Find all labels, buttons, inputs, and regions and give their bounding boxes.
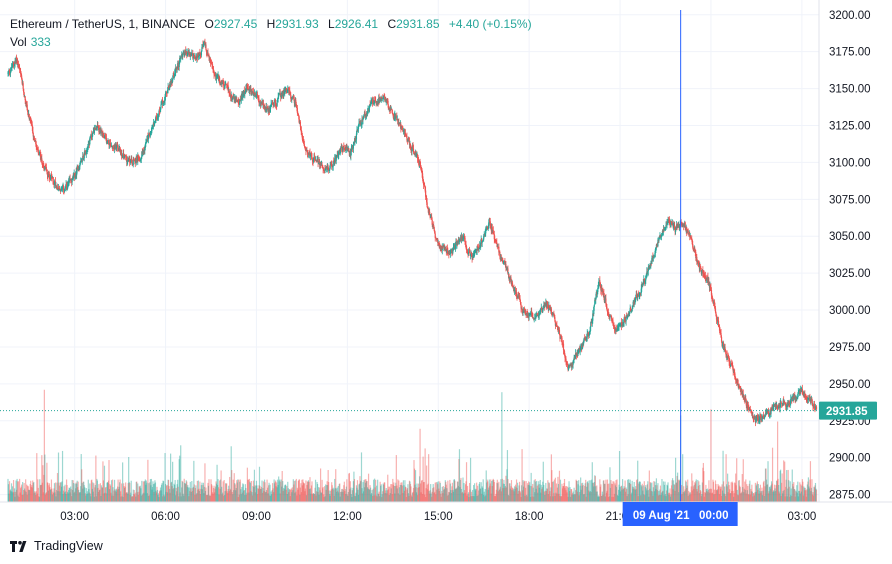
candle-body bbox=[82, 158, 83, 162]
price-tick-label: 3200.00 bbox=[829, 10, 871, 22]
candle-body bbox=[304, 144, 305, 146]
candle-body bbox=[23, 83, 24, 88]
candle-body bbox=[330, 165, 331, 168]
candle-body bbox=[250, 89, 251, 90]
candle-body bbox=[551, 308, 552, 312]
candle-body bbox=[632, 306, 633, 309]
candle-body bbox=[172, 79, 173, 82]
candle-body bbox=[311, 157, 312, 160]
volume-bar bbox=[816, 490, 817, 502]
candle-body bbox=[464, 238, 465, 242]
brand-name: TradingView bbox=[34, 539, 103, 553]
high-label: H bbox=[267, 17, 276, 31]
candle-body bbox=[559, 330, 560, 335]
candle-body bbox=[429, 212, 430, 215]
candle-body bbox=[392, 110, 393, 113]
time-tick-label: 03:00 bbox=[60, 511, 89, 523]
price-tick-label: 3075.00 bbox=[829, 194, 871, 206]
low-value: 2926.41 bbox=[335, 17, 378, 31]
price-tick-label: 3175.00 bbox=[829, 47, 871, 59]
crosshair-time-label: 09 Aug '21 00:00 bbox=[623, 502, 738, 526]
open-value: 2927.45 bbox=[214, 17, 257, 31]
candle-body bbox=[632, 309, 633, 311]
candle-body bbox=[702, 270, 703, 273]
tradingview-icon bbox=[10, 541, 29, 552]
candle-body bbox=[201, 51, 202, 55]
price-tick-label: 3050.00 bbox=[829, 231, 871, 243]
last-price-tag: 2931.85 bbox=[819, 402, 877, 420]
price-tick-label: 3100.00 bbox=[829, 157, 871, 169]
price-axis[interactable]: 3200.00 3175.00 3150.00 3125.00 3100.00 3075.… bbox=[829, 10, 871, 502]
candle-body bbox=[599, 280, 600, 282]
time-tick-label: 12:00 bbox=[333, 511, 362, 523]
time-tick-label: 06:00 bbox=[151, 511, 180, 523]
price-tick-label: 3025.00 bbox=[829, 268, 871, 280]
candle-body bbox=[257, 94, 258, 96]
price-tick-label: 2975.00 bbox=[829, 342, 871, 354]
candle-body bbox=[84, 155, 85, 159]
candle-body bbox=[201, 47, 202, 51]
candle-body bbox=[594, 305, 595, 307]
symbol-legend: Ethereum / TetherUS, 1, BINANCE O2927.45… bbox=[10, 17, 532, 31]
price-tick-label: 3000.00 bbox=[829, 305, 871, 317]
open-label: O bbox=[205, 17, 214, 31]
symbol-title[interactable]: Ethereum / TetherUS, 1, BINANCE bbox=[10, 17, 195, 31]
time-tick-label: 09:00 bbox=[242, 511, 271, 523]
price-tick-label: 3150.00 bbox=[829, 84, 871, 96]
price-tick-label: 2900.00 bbox=[829, 453, 871, 465]
volume-value: 333 bbox=[31, 35, 51, 49]
close-value: 2931.85 bbox=[396, 17, 439, 31]
change-value: +4.40 (+0.15%) bbox=[449, 17, 532, 31]
last-price-tag-text: 2931.85 bbox=[826, 406, 868, 418]
candlesticks bbox=[7, 39, 817, 426]
candle-body bbox=[770, 411, 771, 414]
candle-body bbox=[108, 140, 109, 143]
candle-body bbox=[679, 226, 680, 227]
volume-legend[interactable]: Vol 333 bbox=[10, 35, 51, 49]
volume-bar bbox=[710, 409, 711, 502]
price-tick-label: 2875.00 bbox=[829, 490, 871, 502]
candle-body bbox=[466, 246, 467, 250]
candle-body bbox=[274, 102, 275, 106]
volume-label: Vol bbox=[10, 35, 27, 49]
price-tick-label: 3125.00 bbox=[829, 121, 871, 133]
high-value: 2931.93 bbox=[275, 17, 318, 31]
volume-bars bbox=[7, 390, 817, 502]
candle-body bbox=[248, 88, 249, 89]
candle-body bbox=[721, 337, 722, 341]
close-label: C bbox=[387, 17, 396, 31]
candle-body bbox=[708, 281, 709, 284]
candle-body bbox=[565, 359, 566, 361]
time-tick-label: 03:00 bbox=[787, 511, 816, 523]
candle-body bbox=[121, 154, 122, 156]
low-label: L bbox=[328, 17, 335, 31]
candle-body bbox=[427, 202, 428, 207]
price-tick-label: 2950.00 bbox=[829, 379, 871, 391]
candle-body bbox=[482, 241, 483, 242]
candle-body bbox=[17, 60, 18, 64]
candle-body bbox=[205, 45, 206, 50]
candle-body bbox=[781, 402, 782, 403]
candle-body bbox=[270, 106, 271, 109]
candle-body bbox=[498, 247, 499, 253]
tradingview-logo[interactable]: TradingView bbox=[10, 539, 103, 553]
candle-body bbox=[125, 155, 126, 156]
time-tick-label: 18:00 bbox=[515, 511, 544, 523]
crosshair-label-text: 09 Aug '21 00:00 bbox=[633, 510, 729, 522]
candle-body bbox=[219, 77, 220, 81]
candle-body bbox=[816, 407, 817, 410]
candle-body bbox=[23, 89, 24, 93]
time-tick-label: 15:00 bbox=[424, 511, 453, 523]
